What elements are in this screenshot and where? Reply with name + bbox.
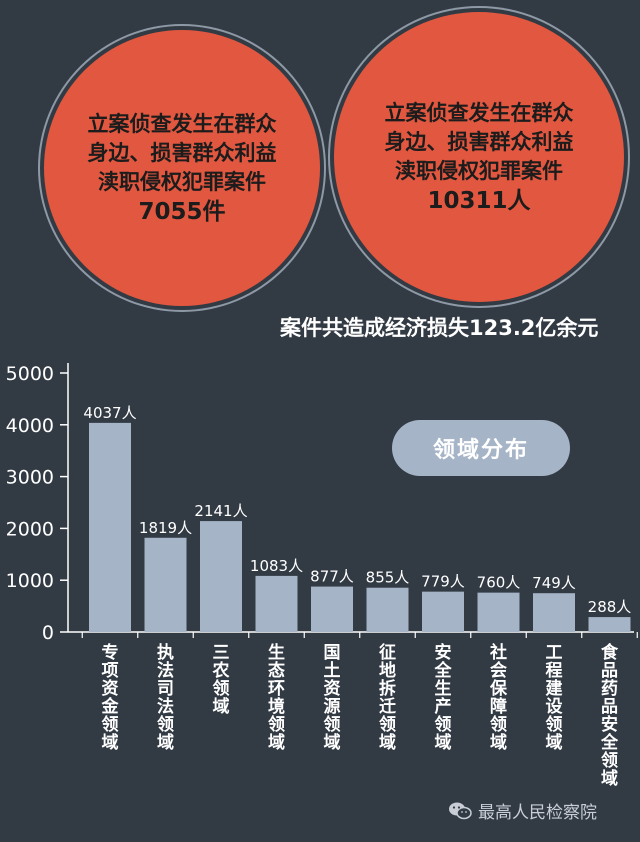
source-footer: 最高人民检察院 <box>448 798 597 823</box>
category-label: 生态环境领域 <box>268 642 285 753</box>
bar-value-label: 1819人 <box>139 519 192 537</box>
cases-count: 7055件 <box>138 198 226 225</box>
bar-value-label: 2141人 <box>194 502 247 520</box>
bar-value-label: 877人 <box>310 568 354 586</box>
cases-circle-line-1: 立案侦查发生在群众 <box>87 111 277 136</box>
source-label: 最高人民检察院 <box>478 803 597 823</box>
persons-circle-line-1: 立案侦查发生在群众 <box>384 100 574 125</box>
bar <box>311 586 353 632</box>
bar-value-label: 779人 <box>421 573 465 591</box>
category-label: 社会保障领域 <box>489 642 508 753</box>
y-tick-label: 0 <box>42 622 54 644</box>
persons-count: 10311人 <box>427 187 531 214</box>
bar <box>422 591 464 632</box>
category-label: 食品药品安全领域 <box>600 642 619 789</box>
persons-circle-line-2: 身边、损害群众利益 <box>384 129 574 154</box>
bar-value-label: 288人 <box>588 598 632 616</box>
bar-value-label: 749人 <box>532 574 576 592</box>
legend-pill: 领域分布 <box>392 420 570 476</box>
y-tick-label: 5000 <box>6 363 54 385</box>
bar <box>200 521 242 632</box>
category-label: 三农领域 <box>212 643 230 717</box>
cases-circle-line-3: 渎职侵权犯罪案件 <box>98 169 266 194</box>
bar <box>533 593 575 632</box>
category-label: 征地拆迁领域 <box>379 642 396 753</box>
persons-circle: 立案侦查发生在群众 身边、损害群众利益 渎职侵权犯罪案件 10311人 <box>334 12 624 302</box>
bar <box>144 537 187 632</box>
category-label: 工程建设领域 <box>546 643 563 753</box>
y-tick-label: 3000 <box>6 467 54 489</box>
bar-value-label: 760人 <box>477 574 521 592</box>
persons-circle-line-3: 渎职侵权犯罪案件 <box>395 158 563 183</box>
category-label: 专项资金领域 <box>101 642 120 753</box>
category-label: 执法司法领域 <box>157 642 174 753</box>
y-tick-label: 1000 <box>6 570 54 592</box>
category-label: 国土资源领域 <box>324 643 341 753</box>
bar-value-label: 4037人 <box>83 404 136 422</box>
economic-loss-text: 案件共造成经济损失123.2亿余元 <box>280 316 599 340</box>
bar <box>477 592 520 632</box>
cases-circle-line-2: 身边、损害群众利益 <box>87 140 277 165</box>
y-tick-label: 4000 <box>6 415 54 437</box>
bar-value-label: 1083人 <box>250 557 303 575</box>
category-label: 安全生产领域 <box>434 642 453 753</box>
y-tick-label: 2000 <box>6 518 54 540</box>
bar <box>255 575 298 632</box>
bar <box>366 587 409 632</box>
bar-value-label: 855人 <box>366 569 410 587</box>
wechat-icon <box>449 802 472 819</box>
bar <box>588 617 631 632</box>
cases-circle: 立案侦查发生在群众 身边、损害群众利益 渎职侵权犯罪案件 7055件 <box>44 30 320 306</box>
chart-bars <box>89 422 631 632</box>
bar <box>89 422 131 632</box>
